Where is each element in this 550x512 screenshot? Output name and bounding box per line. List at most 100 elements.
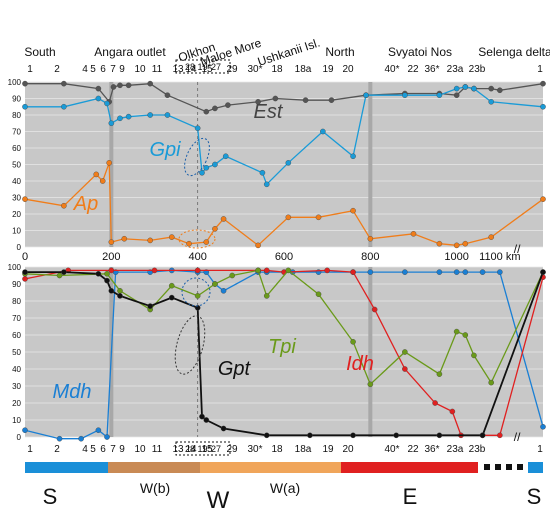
data-point-tpi (168, 282, 175, 289)
data-point-ap (462, 240, 469, 247)
data-point-tpi (104, 270, 110, 277)
station-label-top: 29 (226, 64, 238, 75)
data-point-tpi (462, 332, 469, 338)
data-point-ap (108, 239, 115, 245)
station-label-top: 15 (201, 64, 213, 75)
data-point-idh (108, 267, 115, 274)
data-point-ap (203, 239, 210, 245)
data-point-gpt (393, 432, 400, 439)
station-label-bottom: 9 (119, 444, 125, 455)
station-label-bottom: 13 (172, 444, 184, 455)
data-point-ap (99, 178, 106, 184)
data-point-gpi (320, 128, 326, 135)
data-point-tpi (436, 371, 443, 377)
station-label-bottom: 14 (185, 444, 197, 455)
data-point-gpt (194, 304, 201, 311)
data-point-gpi (147, 112, 153, 118)
data-point-gpi (453, 85, 460, 92)
data-point-gpi (259, 169, 266, 176)
station-label-bottom: 30* (247, 444, 262, 455)
y-tick-label: 50 (12, 348, 21, 357)
cluster-ellipse (184, 137, 210, 177)
data-point-est (61, 80, 67, 87)
data-point-idh (449, 408, 456, 415)
data-point-est (302, 97, 309, 103)
data-point-mdh (95, 427, 102, 434)
station-label-bottom: 23b (469, 444, 486, 455)
y-tick-label: 80 (12, 297, 21, 306)
station-label-bottom: 36* (424, 444, 439, 455)
axis-break-mark: // (514, 430, 521, 444)
series-label-est: Est (254, 101, 284, 123)
data-point-gpt (95, 270, 102, 277)
data-point-ap (488, 234, 495, 240)
station-label-top: 14 (185, 64, 197, 75)
data-point-ap (212, 226, 218, 232)
data-point-gpt (147, 303, 153, 309)
y-tick-label: 100 (8, 78, 22, 87)
y-tick-label: 70 (12, 314, 21, 323)
data-point-tpi (367, 381, 374, 388)
data-point-ap (255, 242, 261, 249)
data-point-idh (22, 276, 28, 282)
station-label-top: 18 (271, 64, 283, 75)
data-point-est (225, 102, 231, 108)
data-point-gpt (479, 432, 486, 439)
data-point-gpi (363, 92, 369, 98)
data-point-gpt (61, 269, 67, 275)
data-point-gpi (117, 115, 123, 122)
station-label-top: 40* (384, 64, 399, 75)
region-label: North (325, 45, 354, 59)
data-point-gpi (462, 84, 469, 90)
data-point-est (540, 80, 546, 87)
data-point-gpi (95, 95, 102, 102)
station-label-top: 1 (27, 64, 33, 75)
data-point-est (497, 87, 503, 94)
y-tick-label: 20 (12, 399, 21, 408)
data-point-ap (285, 214, 292, 221)
station-label-bottom: 20 (342, 444, 354, 455)
data-point-ap (410, 230, 417, 237)
data-point-tpi (56, 272, 63, 279)
data-point-mdh (453, 269, 460, 275)
data-point-gpi (104, 100, 110, 107)
data-point-gpi (350, 153, 356, 160)
data-point-tpi (117, 287, 123, 294)
data-point-est (453, 92, 460, 98)
y-tick-label: 30 (12, 382, 21, 391)
x-tick-label: 1000 (444, 251, 468, 263)
data-point-mdh (479, 269, 486, 275)
region-bar-dot (517, 464, 523, 470)
data-point-tpi (488, 379, 495, 386)
data-point-est (212, 105, 218, 112)
data-point-mdh (402, 269, 408, 275)
data-point-idh (350, 269, 356, 275)
data-point-gpt (220, 425, 227, 432)
series-label-gpi: Gpi (149, 139, 181, 161)
data-point-idh (263, 267, 270, 274)
y-tick-label: 0 (17, 433, 22, 442)
data-point-idh (432, 400, 438, 406)
data-point-gpt (436, 432, 443, 439)
y-tick-label: 20 (12, 210, 21, 219)
station-label-bottom: 29 (226, 444, 238, 455)
data-point-idh (151, 267, 158, 274)
station-label-top: 22 (407, 64, 419, 75)
data-point-idh (497, 432, 503, 439)
region-bar-segment (25, 462, 108, 473)
data-point-est (255, 99, 261, 105)
data-point-gpt (104, 277, 110, 284)
data-point-gpi (212, 161, 218, 168)
station-label-bottom: 1 (537, 444, 543, 455)
data-point-mdh (540, 423, 546, 430)
station-label-bottom: 15 (201, 444, 213, 455)
data-point-gpi (203, 164, 210, 171)
data-point-est (147, 80, 153, 87)
boxed-stations-label: 28 19*27 (185, 444, 221, 454)
y-tick-label: 100 (8, 263, 22, 272)
data-point-gpi (22, 103, 28, 110)
station-label-top: 19 (322, 64, 334, 75)
data-point-ap (106, 160, 112, 166)
